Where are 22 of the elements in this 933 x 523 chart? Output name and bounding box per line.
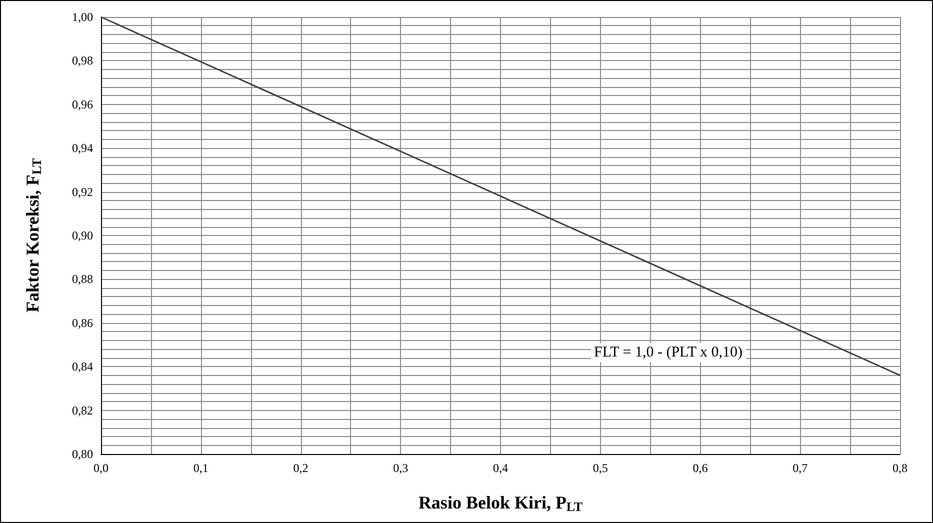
y-tick-label: 0,96 xyxy=(72,97,93,112)
x-tick-label: 0,4 xyxy=(493,461,508,475)
y-tick-label: 0,86 xyxy=(72,316,93,330)
y-tick-label: 0,82 xyxy=(72,403,93,418)
x-tick-label: 0,5 xyxy=(592,461,608,475)
y-tick-label: 0,80 xyxy=(72,447,93,461)
x-tick-label: 0,3 xyxy=(393,461,408,475)
x-tick-label: 0,8 xyxy=(892,461,908,475)
y-tick-label: 0,88 xyxy=(72,272,93,286)
x-tick-label: 0,2 xyxy=(293,461,308,475)
x-tick-label: 0,7 xyxy=(792,461,808,475)
y-tick-label: 0,92 xyxy=(72,184,93,199)
y-tick-label: 0,84 xyxy=(72,360,93,374)
annotation: FLT = 1,0 - (PLT x 0,10) xyxy=(594,344,742,360)
y-tick-label: 0,94 xyxy=(72,141,93,156)
y-tick-label: 0,98 xyxy=(72,54,93,68)
x-tick-label: 0,1 xyxy=(193,461,208,475)
y-axis-title: Faktor Koreksi, FLT xyxy=(22,158,44,312)
x-tick-label: 0,6 xyxy=(692,461,708,475)
x-tick-label: 0,0 xyxy=(94,461,108,475)
y-tick-label: 0,90 xyxy=(72,228,93,242)
y-tick-label: 1,00 xyxy=(72,10,93,24)
